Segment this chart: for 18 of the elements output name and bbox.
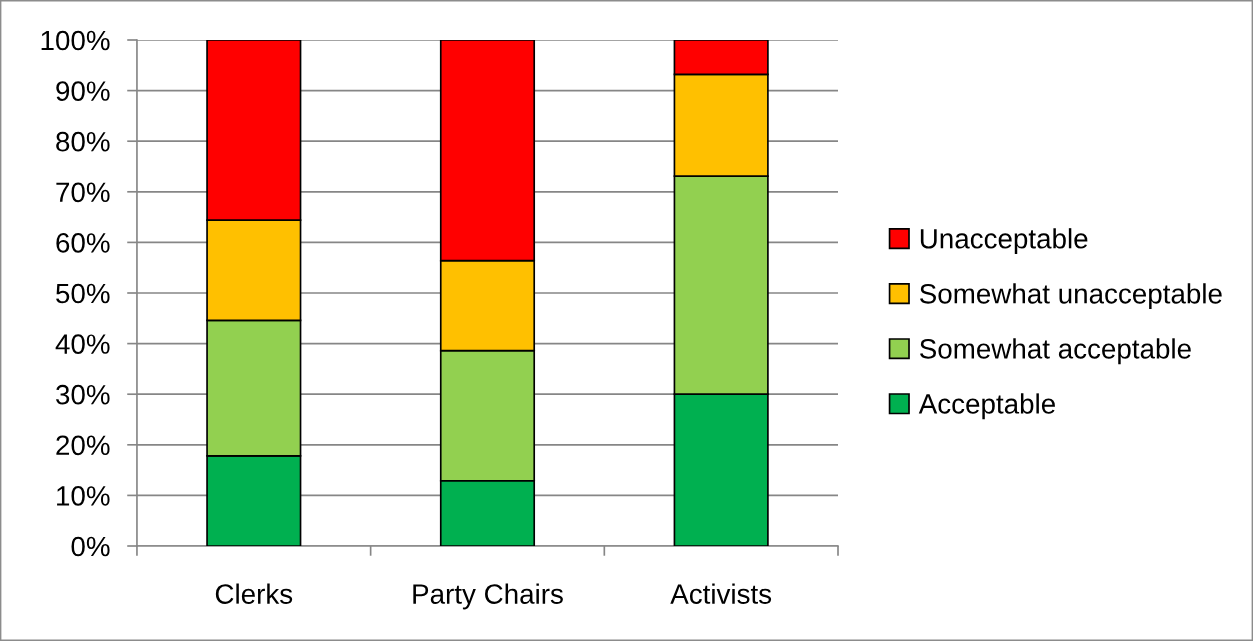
x-tick-label: Activists	[670, 583, 772, 604]
y-tick-label: 90%	[56, 81, 110, 101]
y-tick-label: 40%	[55, 334, 110, 354]
y-tick-label: 60%	[56, 233, 110, 253]
y-tick-label: 10%	[57, 486, 110, 506]
legend-label: Unacceptable	[920, 228, 1088, 255]
y-tick-label: 50%	[56, 283, 110, 304]
y-tick-label: 0%	[71, 536, 110, 557]
y-tick-label: 20%	[56, 435, 110, 456]
y-tick-label: 80%	[56, 131, 110, 152]
y-tick-label: 100%	[41, 30, 110, 51]
legend-label: Acceptable	[918, 393, 1055, 420]
x-tick-label: Clerks	[215, 583, 293, 604]
legend-label: Somewhat acceptable	[920, 338, 1191, 365]
x-tick-label: Party Chairs	[413, 583, 563, 610]
y-tick-label: 70%	[56, 182, 110, 203]
y-tick-label: 30%	[56, 384, 110, 405]
legend-label: Somewhat unacceptable	[920, 283, 1222, 310]
